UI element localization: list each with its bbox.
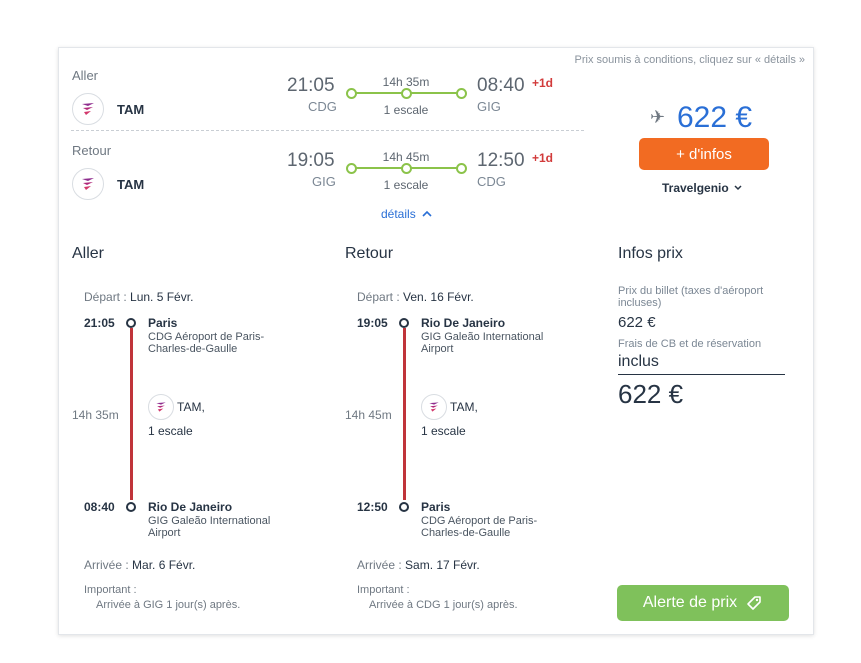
return-depart-line: Départ : Ven. 16 Févr.	[357, 290, 474, 304]
outbound-label: Aller	[72, 68, 99, 83]
outbound-depart-line: Départ : Lun. 5 Févr.	[84, 290, 193, 304]
outbound-dep-code: CDG	[308, 99, 337, 114]
price-amount: 622 €	[677, 101, 753, 134]
arrival-label: Arrivée :	[84, 558, 129, 572]
outbound-arrival-line: Arrivée : Mar. 6 Févr.	[84, 558, 195, 572]
return-duration: 14h 45m	[382, 150, 430, 164]
tam-logo-icon	[72, 168, 104, 200]
timeline-line	[130, 328, 133, 500]
timeline-dot	[126, 502, 136, 512]
total-price: 622 €	[618, 379, 684, 409]
return-arr-code: CDG	[477, 174, 506, 189]
detail-arr-airport: CDG Aéroport de Paris-Charles-de-Gaulle	[421, 515, 538, 539]
detail-dep-airport: CDG Aéroport de Paris-Charles-de-Gaulle	[148, 331, 265, 355]
route-dot	[401, 88, 412, 99]
outbound-airline: TAM	[117, 102, 145, 117]
price-alert-button[interactable]: Alerte de prix	[617, 585, 789, 621]
detail-dep-airport: GIG Galeão International Airport	[421, 331, 544, 355]
important-label: Important :	[84, 584, 137, 596]
route-dot	[401, 163, 412, 174]
route-dot	[456, 163, 467, 174]
return-day-offset: +1d	[532, 151, 554, 165]
chevron-down-icon	[734, 185, 742, 191]
price-disclaimer: Prix soumis à conditions, cliquez sur « …	[574, 54, 806, 66]
row-divider	[71, 130, 584, 131]
detail-arr-city: Rio De Janeiro	[148, 500, 233, 514]
important-text: Arrivée à GIG 1 jour(s) après.	[96, 599, 241, 611]
ticket-price-value: 622 €	[618, 314, 656, 331]
return-label: Retour	[72, 143, 112, 158]
price-info-title: Infos prix	[618, 245, 683, 262]
depart-label: Départ :	[357, 290, 400, 304]
return-arrival-line: Arrivée : Sam. 17 Févr.	[357, 558, 480, 572]
detail-dep-time: 21:05	[84, 316, 115, 330]
tam-logo-icon	[421, 394, 447, 420]
timeline-dot	[399, 318, 409, 328]
price-alert-label: Alerte de prix	[642, 594, 738, 611]
detail-arr-city: Paris	[421, 500, 451, 514]
airplane-icon: ✈	[650, 107, 666, 127]
detail-duration: 14h 35m	[72, 408, 119, 422]
tam-logo-icon	[148, 394, 174, 420]
detail-airline: TAM,	[177, 400, 205, 414]
outbound-day-offset: +1d	[532, 76, 554, 90]
detail-stops: 1 escale	[148, 424, 193, 438]
details-toggle[interactable]: détails	[381, 207, 433, 221]
detail-dep-city: Rio De Janeiro	[421, 316, 506, 330]
fees-label: Frais de CB et de réservation	[618, 338, 762, 350]
arrival-label: Arrivée :	[357, 558, 402, 572]
return-dep-time: 19:05	[287, 150, 335, 171]
outbound-dep-time: 21:05	[287, 75, 335, 96]
agency-selector[interactable]: Travelgenio	[662, 181, 743, 195]
depart-date: Ven. 16 Févr.	[403, 290, 474, 304]
ticket-price-label: Prix du billet (taxes d'aéroport incluse…	[618, 285, 764, 309]
depart-date: Lun. 5 Févr.	[130, 290, 194, 304]
details-link: détails	[381, 207, 416, 221]
route-dot	[346, 163, 357, 174]
return-dep-code: GIG	[312, 174, 336, 189]
route-dot	[346, 88, 357, 99]
detail-arr-airport: GIG Galeão International Airport	[148, 515, 271, 539]
detail-outbound-title: Aller	[72, 245, 105, 262]
detail-return-title: Retour	[345, 245, 394, 262]
chevron-up-icon	[422, 210, 432, 217]
return-stops: 1 escale	[383, 178, 429, 192]
return-airline: TAM	[117, 177, 145, 192]
detail-airline: TAM,	[450, 400, 478, 414]
outbound-arr-code: GIG	[477, 99, 501, 114]
agency-name: Travelgenio	[662, 181, 729, 195]
total-divider	[618, 374, 785, 375]
return-arr-time: 12:50	[477, 150, 525, 171]
outbound-arr-time: 08:40	[477, 75, 525, 96]
important-label: Important :	[357, 584, 410, 596]
detail-stops: 1 escale	[421, 424, 466, 438]
timeline-line	[403, 328, 406, 500]
arrival-date: Sam. 17 Févr.	[405, 558, 480, 572]
flight-result-card: Prix soumis à conditions, cliquez sur « …	[58, 47, 814, 635]
fees-value: inclus	[618, 353, 659, 370]
detail-duration: 14h 45m	[345, 408, 392, 422]
depart-label: Départ :	[84, 290, 127, 304]
timeline-dot	[399, 502, 409, 512]
detail-arr-time: 12:50	[357, 500, 388, 514]
detail-dep-time: 19:05	[357, 316, 388, 330]
detail-arr-time: 08:40	[84, 500, 115, 514]
important-text: Arrivée à CDG 1 jour(s) après.	[369, 599, 518, 611]
arrival-date: Mar. 6 Févr.	[132, 558, 196, 572]
tag-icon	[747, 596, 761, 610]
detail-dep-city: Paris	[148, 316, 178, 330]
more-infos-button[interactable]: + d'infos	[639, 138, 769, 170]
timeline-dot	[126, 318, 136, 328]
tam-logo-icon	[72, 93, 104, 125]
route-dot	[456, 88, 467, 99]
outbound-stops: 1 escale	[383, 103, 429, 117]
outbound-duration: 14h 35m	[382, 75, 430, 89]
